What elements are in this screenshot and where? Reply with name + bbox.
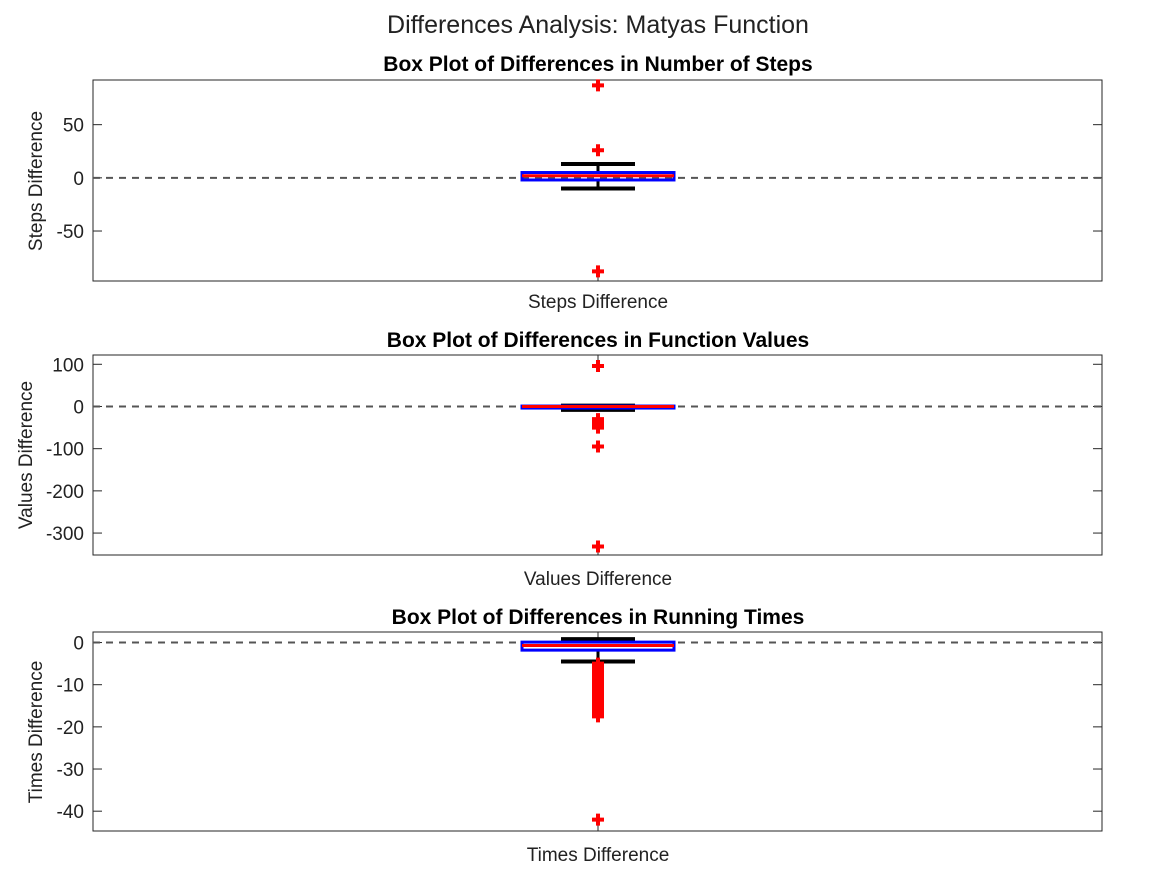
outlier-marker bbox=[592, 79, 604, 92]
panel-title: Box Plot of Differences in Function Valu… bbox=[387, 329, 809, 352]
plot-area-steps: -50 0 50 bbox=[57, 79, 1103, 282]
panel-steps: Box Plot of Differences in Number of Ste… bbox=[26, 53, 1103, 313]
y-tick-label: -50 bbox=[57, 222, 84, 243]
y-tick-label: -40 bbox=[57, 802, 84, 823]
outlier-marker bbox=[592, 710, 604, 723]
plot-area-values: -300 -200 -100 0 100 bbox=[46, 354, 1103, 556]
outlier-marker bbox=[592, 540, 604, 553]
outlier-marker bbox=[592, 440, 604, 453]
y-tick-label: 0 bbox=[73, 634, 84, 655]
panel-times: Box Plot of Differences in Running Times… bbox=[26, 606, 1103, 866]
y-tick-label: -10 bbox=[57, 676, 84, 697]
panel-title: Box Plot of Differences in Number of Ste… bbox=[383, 53, 812, 76]
y-tick-label: -30 bbox=[57, 760, 84, 781]
y-tick-label: -200 bbox=[46, 482, 84, 503]
outlier-marker bbox=[592, 359, 604, 372]
outlier-marker bbox=[592, 421, 604, 434]
axes-frame bbox=[92, 354, 1103, 556]
y-tick-label: -300 bbox=[46, 524, 84, 545]
y-tick-label: -100 bbox=[46, 440, 84, 461]
outlier-marker bbox=[592, 813, 604, 826]
y-tick-label: 100 bbox=[52, 355, 84, 376]
panel-values: Box Plot of Differences in Function Valu… bbox=[16, 329, 1103, 590]
outlier-marker bbox=[592, 265, 604, 278]
plot-area-times: -40 -30 -20 -10 0 bbox=[57, 631, 1103, 832]
y-tick-label: -20 bbox=[57, 718, 84, 739]
panel-title: Box Plot of Differences in Running Times bbox=[392, 606, 805, 629]
figure-suptitle: Differences Analysis: Matyas Function bbox=[387, 11, 809, 39]
y-tick-label: 0 bbox=[73, 397, 84, 418]
y-axis-label: Times Difference bbox=[26, 661, 47, 804]
outlier-marker bbox=[592, 144, 604, 157]
x-axis-label: Times Difference bbox=[527, 845, 670, 866]
y-axis-label: Values Difference bbox=[16, 381, 37, 529]
y-tick-label: 0 bbox=[73, 169, 84, 190]
y-axis-label: Steps Difference bbox=[26, 111, 47, 251]
x-axis-label: Values Difference bbox=[524, 569, 672, 590]
y-tick-label: 50 bbox=[63, 116, 84, 137]
x-axis-label: Steps Difference bbox=[528, 292, 668, 313]
